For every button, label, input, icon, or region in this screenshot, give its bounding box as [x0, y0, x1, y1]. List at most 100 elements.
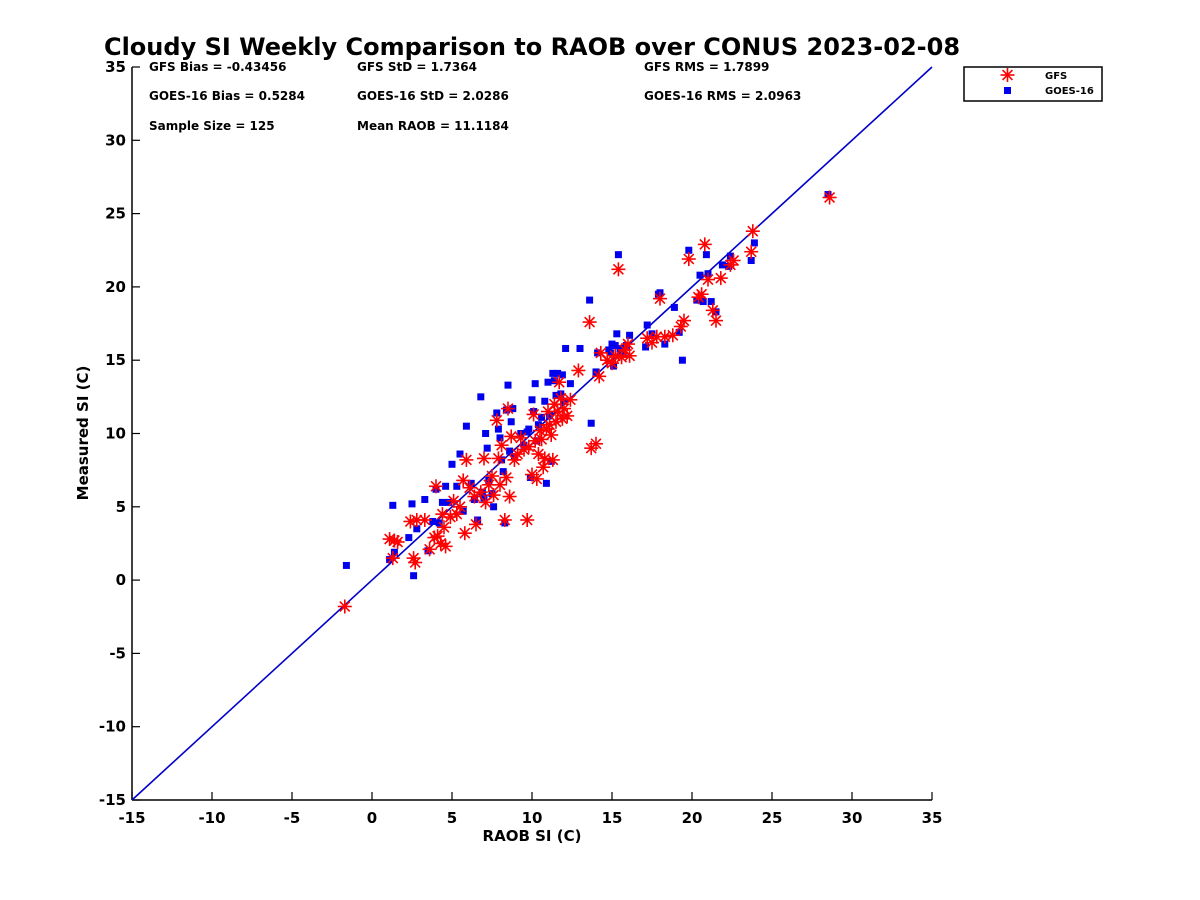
goes16-point: [506, 447, 514, 455]
asterisk-stroke: [409, 556, 421, 569]
asterisk-stroke: [715, 272, 727, 284]
gfs-point: [501, 401, 515, 416]
goes16-point: [438, 498, 446, 506]
asterisk-stroke: [529, 435, 541, 447]
goes16-point: [499, 468, 507, 476]
goes16-point: [554, 369, 562, 377]
gfs-point: [390, 534, 405, 549]
gfs-point: [417, 512, 432, 527]
goes16-point: [534, 421, 542, 429]
x-tick-label: 5: [447, 809, 457, 827]
gfs-point: [822, 190, 837, 205]
goes16-point: [445, 498, 453, 506]
goes16-point: [494, 425, 502, 433]
goes16-point: [693, 296, 701, 304]
y-tick-label: 30: [105, 131, 126, 149]
asterisk-stroke: [1001, 69, 1014, 81]
asterisk-stroke: [408, 552, 420, 564]
goes16-point: [477, 393, 485, 401]
goes16-point: [747, 257, 755, 265]
x-tick-label: -15: [118, 809, 145, 827]
gfs-point: [545, 452, 560, 467]
legend-goes16-square-icon: [1004, 87, 1011, 94]
goes16-point: [592, 368, 600, 376]
asterisk-stroke: [500, 471, 512, 483]
asterisk-stroke: [430, 480, 442, 492]
asterisk-stroke: [609, 350, 621, 362]
asterisk-stroke: [448, 495, 460, 507]
asterisk-stroke: [491, 414, 503, 426]
goes16-point: [342, 561, 350, 569]
asterisk-stroke: [387, 552, 399, 564]
gfs-point: [582, 315, 597, 330]
goes16-point: [413, 525, 421, 533]
gfs-point: [408, 555, 423, 570]
gfs-point: [491, 451, 506, 466]
goes16-point: [474, 516, 482, 524]
asterisk-stroke: [710, 315, 722, 327]
gfs-point: [665, 328, 680, 343]
gfs-point: [673, 319, 688, 334]
gfs-point: [537, 451, 552, 466]
gfs-point: [337, 599, 352, 614]
goes16-point: [707, 298, 715, 306]
asterisk-stroke: [659, 331, 671, 343]
asterisk-stroke: [496, 439, 508, 451]
gfs-point: [473, 485, 488, 500]
asterisk-stroke: [454, 501, 466, 513]
gfs-point: [429, 479, 443, 494]
gfs-point: [709, 313, 723, 328]
gfs-point: [677, 313, 691, 328]
asterisk-stroke: [515, 432, 527, 444]
goes16-point: [410, 572, 418, 580]
goes16-point: [498, 456, 506, 464]
goes16-point: [542, 479, 550, 487]
y-tick-label: -5: [109, 644, 126, 662]
gfs-point: [477, 451, 491, 466]
gfs-point: [422, 542, 437, 557]
goes16-point: [408, 500, 416, 508]
gfs-point: [611, 262, 626, 277]
goes16-point: [750, 239, 758, 247]
gfs-point: [553, 391, 568, 406]
asterisk-stroke: [555, 392, 567, 404]
goes16-point: [456, 450, 464, 458]
y-tick-label: 35: [105, 58, 126, 76]
asterisk-stroke: [707, 304, 719, 316]
gfs-point: [457, 526, 472, 541]
asterisk-stroke: [424, 543, 436, 555]
asterisk-stroke: [699, 238, 711, 250]
y-axis-ticks: -15 -10 -5 0 5 10 15 20 25 30 35: [99, 58, 140, 809]
asterisk-stroke: [419, 514, 431, 526]
asterisk-stroke: [478, 452, 490, 464]
asterisk-stroke: [595, 347, 607, 359]
x-axis-ticks: -15 -10 -5 0 5 10 15 20 25 30 35: [118, 792, 942, 827]
asterisk-stroke: [438, 521, 450, 533]
asterisk-stroke: [564, 394, 576, 406]
gfs-point: [502, 489, 517, 504]
goes16-point: [549, 369, 557, 377]
asterisk-stroke: [747, 225, 759, 237]
x-tick-label: 20: [682, 809, 703, 827]
gfs-point: [713, 271, 728, 286]
x-tick-label: 15: [602, 809, 623, 827]
goes16-point: [566, 380, 574, 388]
gfs-point: [437, 520, 451, 535]
goes16-point: [462, 422, 470, 430]
chart-title: Cloudy SI Weekly Comparison to RAOB over…: [104, 33, 960, 61]
goes16-point: [642, 343, 650, 351]
asterisk-stroke: [702, 274, 714, 286]
goes16-point: [670, 303, 678, 311]
legend: GFS GOES-16: [963, 66, 1103, 102]
gfs-bias-text: GFS Bias = -0.43456: [149, 60, 286, 74]
goes16-point: [421, 495, 429, 503]
gfs-point: [560, 408, 575, 423]
asterisk-stroke: [667, 329, 679, 341]
gfs-point: [653, 291, 667, 306]
asterisk-stroke: [534, 425, 546, 437]
gfs-point: [745, 224, 760, 239]
gfs-point: [453, 499, 467, 514]
goes16-point: [531, 380, 539, 388]
goes16-point: [558, 371, 566, 379]
gfs-point: [510, 447, 525, 462]
